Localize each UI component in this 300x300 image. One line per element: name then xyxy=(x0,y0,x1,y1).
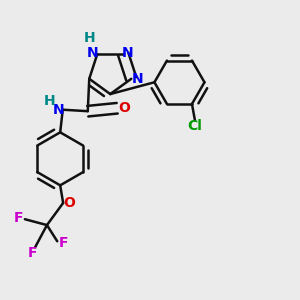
Text: F: F xyxy=(58,236,68,250)
Text: N: N xyxy=(131,72,143,86)
Text: F: F xyxy=(28,246,37,260)
Text: Cl: Cl xyxy=(188,119,202,133)
Text: O: O xyxy=(118,101,130,115)
Text: N: N xyxy=(52,103,64,117)
Text: O: O xyxy=(64,196,76,210)
Text: F: F xyxy=(14,211,24,225)
Text: N: N xyxy=(122,46,134,60)
Text: H: H xyxy=(44,94,55,108)
Text: N: N xyxy=(87,46,99,60)
Text: H: H xyxy=(84,31,96,45)
